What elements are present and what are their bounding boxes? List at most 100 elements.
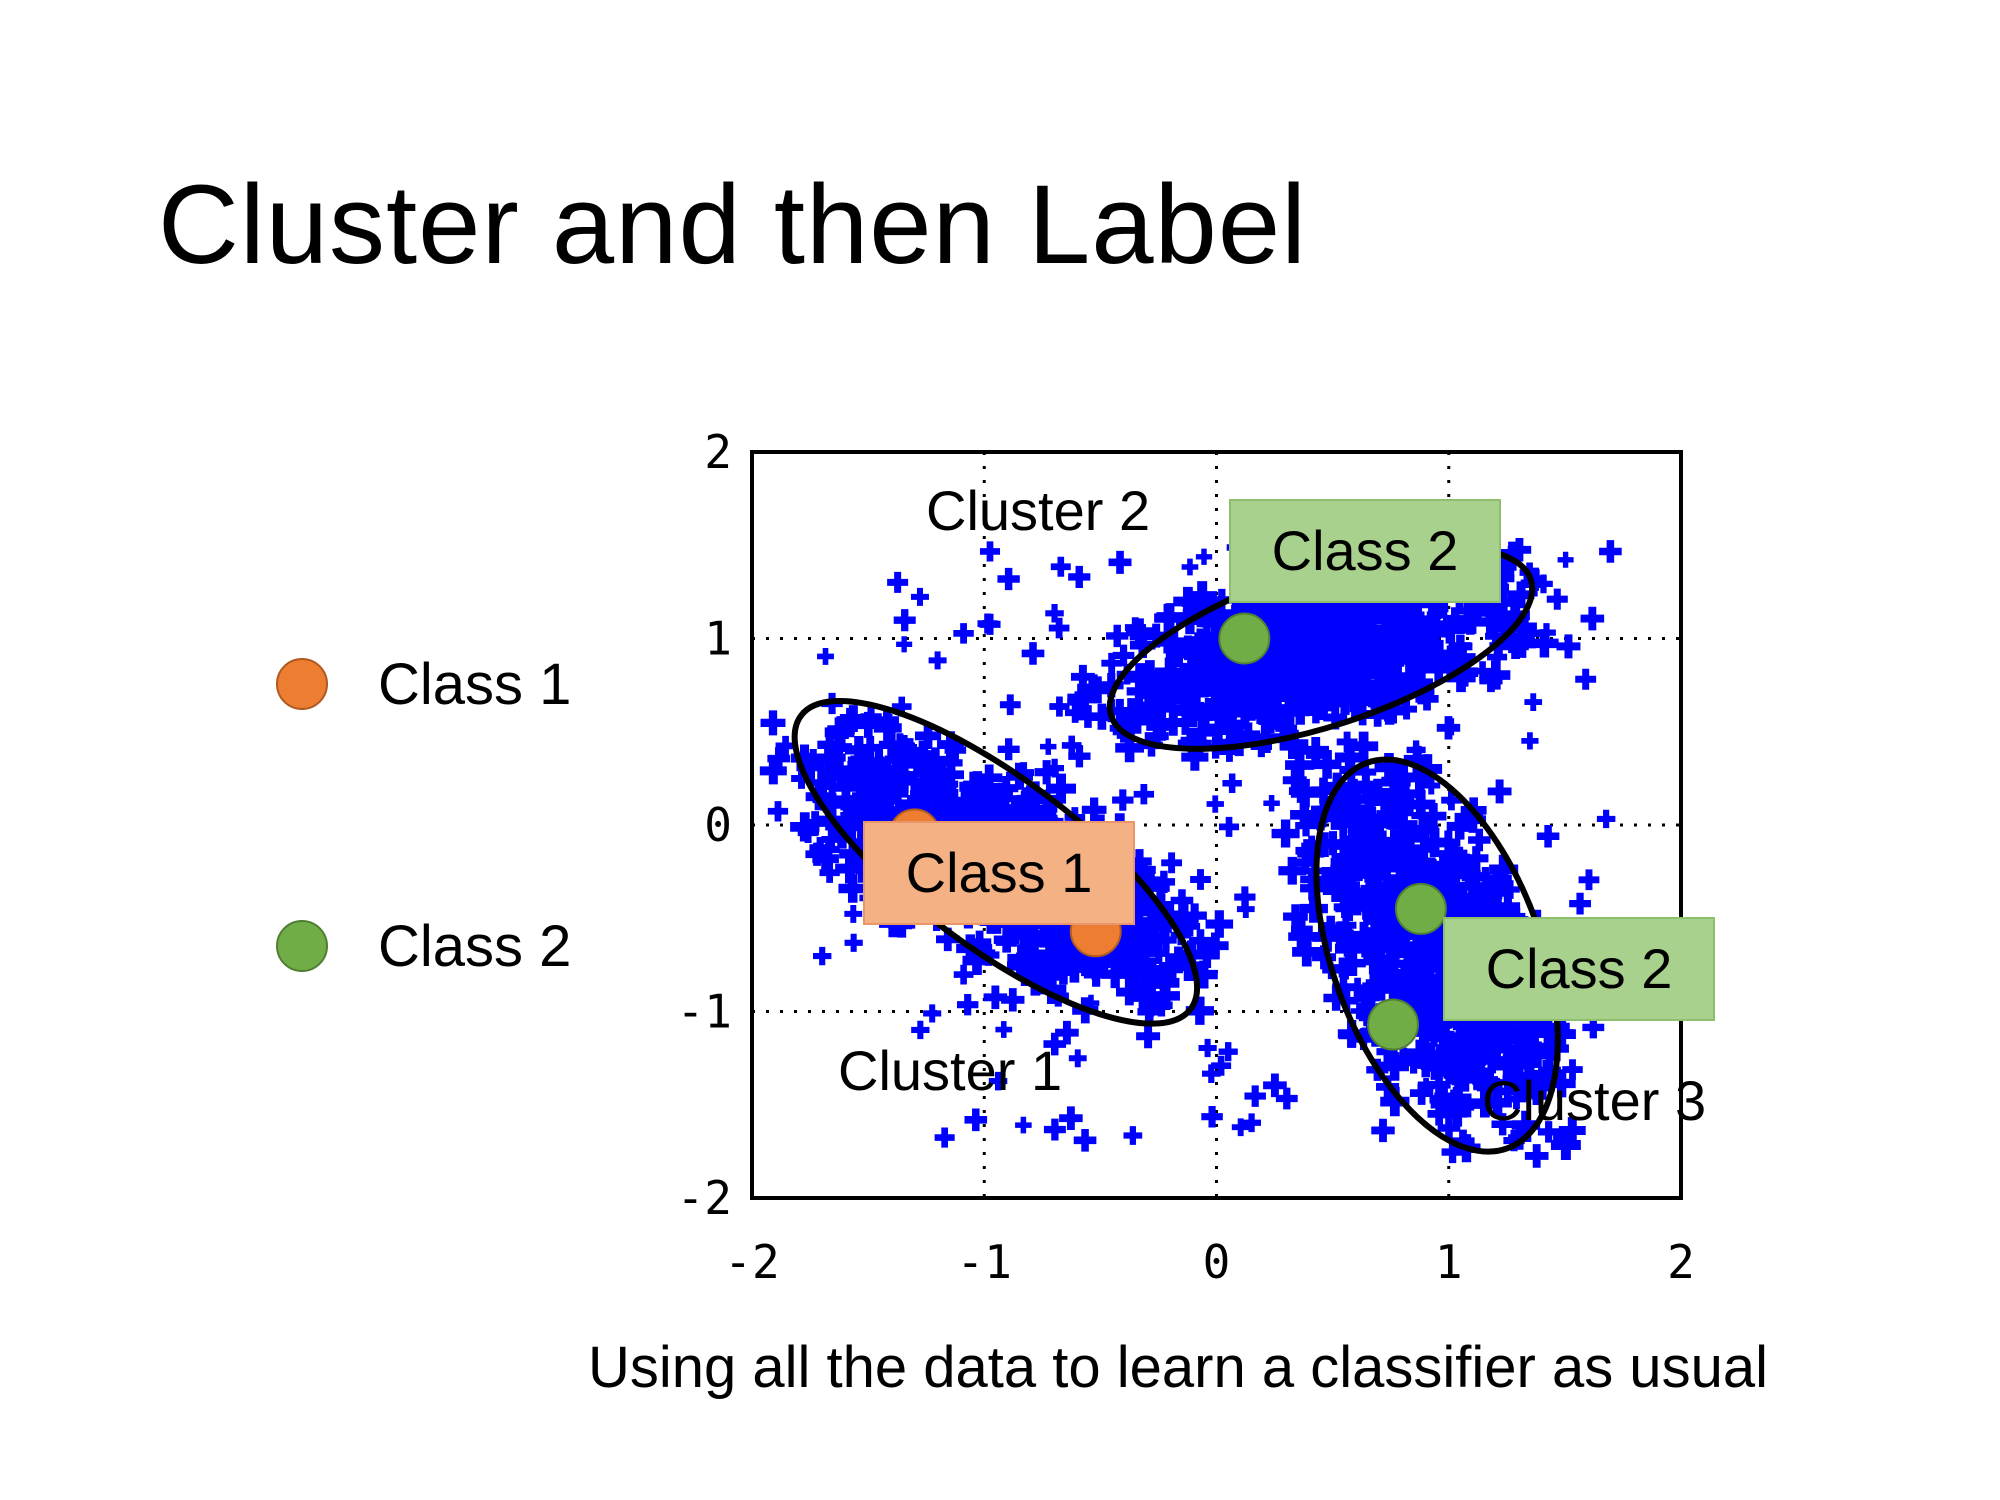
data-point bbox=[1537, 623, 1556, 642]
data-point bbox=[1068, 1049, 1087, 1068]
data-point bbox=[760, 710, 786, 736]
data-point bbox=[995, 788, 1017, 810]
data-point bbox=[1338, 1022, 1365, 1048]
data-point bbox=[1390, 852, 1416, 878]
data-point bbox=[1034, 797, 1058, 820]
data-point bbox=[1072, 943, 1094, 965]
y-tick-label: -2 bbox=[677, 1171, 732, 1225]
data-point bbox=[1493, 563, 1515, 585]
data-point bbox=[1427, 1012, 1453, 1038]
data-point bbox=[1523, 1074, 1549, 1100]
data-point bbox=[1205, 910, 1234, 938]
data-point bbox=[1068, 745, 1091, 768]
data-point bbox=[1342, 633, 1361, 651]
data-point bbox=[775, 735, 796, 756]
data-point bbox=[832, 728, 849, 745]
data-point bbox=[1250, 735, 1273, 758]
data-point bbox=[1323, 705, 1348, 730]
data-point bbox=[1180, 730, 1198, 749]
data-point bbox=[1501, 880, 1520, 899]
data-point bbox=[1453, 1067, 1478, 1092]
data-point bbox=[1406, 938, 1430, 962]
data-point bbox=[1038, 968, 1057, 987]
data-point bbox=[844, 933, 863, 952]
data-point bbox=[1128, 937, 1157, 966]
data-point bbox=[1331, 834, 1355, 858]
data-point bbox=[1331, 957, 1353, 978]
data-point bbox=[1259, 613, 1287, 641]
data-point bbox=[934, 1127, 955, 1148]
data-point bbox=[1491, 612, 1516, 636]
data-point bbox=[846, 847, 874, 875]
data-point bbox=[1048, 617, 1070, 639]
data-point bbox=[790, 812, 820, 842]
data-point bbox=[1494, 876, 1512, 894]
data-point bbox=[1324, 598, 1351, 626]
data-point bbox=[1249, 598, 1276, 626]
data-point bbox=[1486, 1037, 1509, 1060]
data-point bbox=[1523, 1043, 1548, 1068]
data-point bbox=[1001, 795, 1029, 823]
data-point bbox=[1472, 661, 1493, 682]
data-point bbox=[924, 764, 944, 783]
data-point bbox=[1380, 1087, 1410, 1117]
data-point bbox=[1449, 644, 1476, 671]
data-point bbox=[1461, 1055, 1484, 1078]
data-point bbox=[1001, 988, 1025, 1012]
data-point bbox=[1189, 960, 1218, 989]
data-point bbox=[1436, 650, 1459, 673]
data-point bbox=[1198, 596, 1219, 617]
data-point bbox=[940, 752, 963, 774]
data-point bbox=[1451, 849, 1476, 874]
data-point bbox=[1486, 609, 1508, 630]
data-point bbox=[1312, 750, 1342, 779]
data-point bbox=[1351, 624, 1378, 650]
data-point bbox=[1281, 633, 1305, 657]
data-point bbox=[1339, 826, 1366, 853]
data-point bbox=[1329, 616, 1357, 644]
data-point bbox=[974, 942, 996, 964]
data-point bbox=[1508, 1023, 1539, 1054]
data-point bbox=[1412, 837, 1436, 861]
data-point bbox=[1347, 977, 1368, 998]
data-point bbox=[1437, 1116, 1461, 1140]
data-point bbox=[953, 623, 974, 644]
data-point bbox=[1244, 679, 1272, 707]
data-point bbox=[820, 792, 845, 817]
data-point bbox=[1335, 641, 1358, 664]
data-point bbox=[1173, 586, 1203, 617]
data-point bbox=[1009, 801, 1039, 831]
data-point bbox=[1149, 878, 1170, 899]
data-point bbox=[1337, 961, 1355, 980]
data-point bbox=[840, 755, 871, 786]
data-point bbox=[1291, 661, 1320, 690]
data-point bbox=[1336, 692, 1357, 713]
data-point bbox=[1124, 709, 1150, 734]
data-point bbox=[1070, 664, 1095, 689]
data-point bbox=[1275, 717, 1298, 740]
data-point bbox=[1211, 1055, 1232, 1076]
data-point bbox=[767, 801, 789, 822]
data-point bbox=[1148, 942, 1170, 964]
data-point bbox=[1419, 827, 1450, 858]
data-point bbox=[1173, 711, 1198, 735]
data-point bbox=[1223, 677, 1247, 701]
data-point bbox=[1073, 1129, 1097, 1152]
data-point bbox=[1349, 731, 1379, 761]
data-point bbox=[930, 795, 960, 825]
data-point bbox=[1190, 670, 1218, 698]
data-point bbox=[1112, 644, 1135, 667]
data-point bbox=[1200, 657, 1229, 686]
data-point bbox=[1398, 794, 1421, 817]
data-point bbox=[1346, 672, 1376, 702]
data-point bbox=[1299, 894, 1328, 923]
data-point bbox=[1334, 742, 1365, 773]
data-point bbox=[817, 648, 834, 665]
x-tick-label: 0 bbox=[1203, 1235, 1231, 1289]
data-point bbox=[1222, 773, 1242, 793]
data-point bbox=[1219, 816, 1240, 837]
data-point bbox=[1376, 1041, 1398, 1063]
axis-tick-labels: -2 -1 0 1 2 2 1 0 -1 -2 bbox=[677, 425, 1695, 1289]
data-point bbox=[1392, 605, 1415, 628]
